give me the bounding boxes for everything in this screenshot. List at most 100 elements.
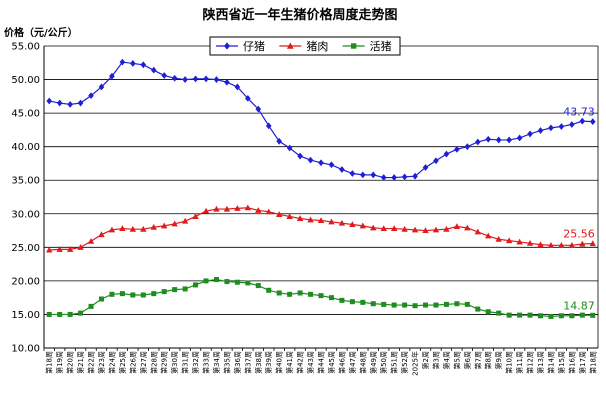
end-value-label: 14.87 [563, 299, 595, 312]
x-tick-label: 第50周 [379, 351, 388, 374]
data-point-triangle [77, 244, 84, 250]
x-tick-label: 第8周 [484, 351, 493, 369]
data-point-square [161, 289, 167, 295]
legend-label: 猪肉 [306, 40, 328, 53]
data-point-triangle [255, 207, 262, 213]
data-point-diamond [454, 145, 460, 153]
data-point-diamond [171, 74, 178, 82]
x-tick-label: 第15周 [557, 351, 566, 374]
series-0 [46, 58, 596, 181]
data-point-diamond [88, 92, 94, 100]
data-point-square [360, 299, 366, 305]
x-tick-label: 第40周 [275, 351, 284, 374]
data-point-diamond [569, 121, 575, 128]
data-point-square [78, 310, 84, 316]
data-point-diamond [506, 136, 512, 144]
data-point-square [349, 299, 355, 305]
data-point-square [443, 301, 449, 307]
data-point-diamond [130, 60, 136, 67]
data-point-diamond [516, 134, 523, 142]
data-point-triangle [46, 246, 53, 253]
data-point-diamond [213, 76, 220, 83]
legend-item: 仔猪 [216, 40, 265, 53]
y-tick-label: 50.00 [11, 75, 40, 86]
y-tick-label: 20.00 [11, 276, 40, 287]
data-point-diamond [150, 66, 157, 74]
data-point-square [172, 287, 178, 293]
data-point-triangle [296, 215, 304, 221]
x-tick-label: 第25周 [118, 351, 127, 374]
x-tick-label: 第32周 [191, 351, 200, 374]
x-tick-label: 第13周 [536, 351, 545, 374]
data-point-square [350, 43, 357, 49]
data-point-diamond [370, 171, 377, 179]
data-point-square [203, 278, 209, 284]
data-point-diamond [224, 42, 230, 50]
data-point-diamond [349, 170, 356, 177]
data-point-square [569, 313, 575, 319]
data-point-square [391, 302, 397, 308]
data-point-triangle [474, 228, 481, 235]
x-tick-labels: 第18周 第19周 第20周 第21周 第22周 第23周 第24周 第25周 第26周 第27周… [45, 351, 598, 376]
data-point-triangle [443, 225, 450, 232]
x-tick-label: 第3周 [431, 351, 440, 369]
data-point-diamond [443, 150, 450, 158]
data-point-triangle [432, 226, 440, 233]
data-point-diamond [401, 173, 408, 181]
x-tick-label: 第19周 [55, 351, 64, 374]
x-tick-label: 第28周 [149, 351, 158, 374]
data-point-square [402, 302, 408, 308]
data-point-square [245, 280, 251, 286]
data-point-diamond [307, 156, 314, 164]
x-tick-label: 第33周 [202, 351, 211, 374]
data-point-diamond [77, 99, 84, 107]
data-point-triangle [192, 213, 199, 219]
x-tick-label: 第45周 [327, 351, 336, 374]
data-point-square [255, 283, 261, 289]
data-point-triangle [537, 241, 544, 248]
data-point-square [213, 277, 219, 283]
data-point-diamond [360, 171, 366, 179]
data-point-triangle [338, 219, 346, 226]
data-point-triangle [66, 246, 74, 252]
data-point-square [506, 312, 512, 318]
x-tick-label: 第47周 [348, 351, 357, 374]
x-tick-label: 第36周 [233, 351, 242, 374]
data-point-square [297, 290, 303, 296]
data-point-diamond [161, 72, 168, 79]
data-point-diamond [224, 78, 230, 86]
data-point-triangle [161, 222, 168, 229]
data-point-triangle [516, 238, 523, 245]
data-point-triangle [119, 225, 126, 232]
data-point-triangle [328, 218, 335, 225]
x-tick-label: 第4周 [442, 351, 451, 369]
data-point-square [130, 292, 136, 298]
x-tick-label: 第49周 [369, 351, 378, 374]
x-tick-label: 第2周 [421, 351, 430, 369]
data-point-square [517, 312, 523, 318]
data-point-square [412, 303, 418, 309]
y-tick-label: 55.00 [11, 42, 40, 53]
data-point-triangle [547, 242, 555, 248]
x-tick-label: 第44周 [317, 351, 326, 374]
x-tick-label: 第20周 [66, 351, 75, 374]
data-point-diamond [203, 75, 209, 83]
data-point-square [318, 293, 324, 299]
data-point-square [151, 291, 157, 297]
data-point-diamond [412, 172, 418, 180]
data-point-triangle [411, 226, 419, 233]
data-point-square [496, 310, 502, 316]
chart-title: 陕西省近一年生猪价格周度走势图 [202, 7, 397, 23]
x-tick-label: 第7周 [473, 351, 482, 369]
series-1 [46, 204, 596, 253]
data-point-diamond [548, 124, 554, 132]
data-point-diamond [537, 127, 544, 134]
x-tick-label: 第17周 [578, 351, 587, 374]
y-tick-label: 30.00 [11, 209, 40, 220]
data-point-square [140, 292, 146, 298]
data-point-diamond [422, 164, 429, 171]
data-point-triangle [370, 224, 377, 231]
data-point-diamond [391, 174, 397, 181]
end-value-label: 25.56 [563, 228, 595, 241]
data-point-diamond [192, 75, 199, 83]
